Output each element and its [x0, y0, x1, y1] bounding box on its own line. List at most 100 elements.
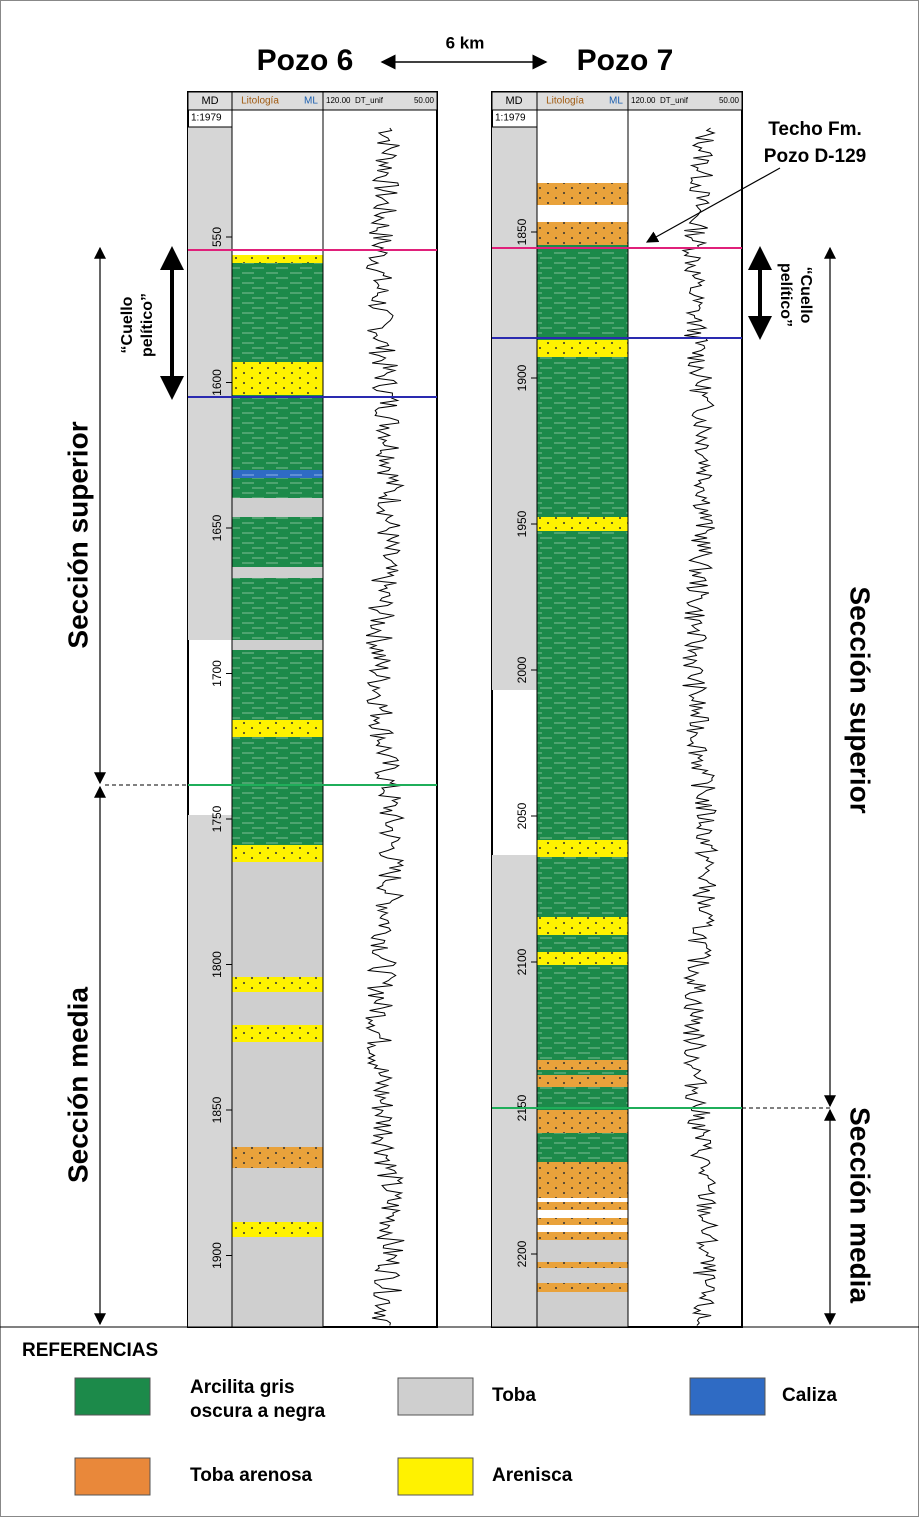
- scale: 1:1979: [495, 113, 526, 124]
- dt-curve: [365, 127, 405, 1326]
- depth-label: 1700: [210, 660, 224, 687]
- layer: [537, 857, 628, 917]
- header-dt-right: 50.00: [414, 96, 435, 105]
- legend-label: Caliza: [782, 1385, 837, 1406]
- layer: [232, 862, 323, 977]
- legend-label: Arcilita gris: [190, 1377, 295, 1398]
- header-dt-left: 120.00: [326, 96, 351, 105]
- layer: [537, 1240, 628, 1262]
- section-label: Sección superior: [845, 586, 876, 813]
- depth-label: 1950: [515, 510, 529, 537]
- depth-label: 1650: [210, 514, 224, 541]
- scale: 1:1979: [191, 113, 222, 124]
- layer: [232, 845, 323, 862]
- layer: [537, 340, 628, 357]
- layer: [232, 255, 323, 263]
- md-shade: [188, 815, 232, 1327]
- layer: [232, 1222, 323, 1237]
- header-ml: ML: [609, 96, 623, 107]
- layer: [537, 1202, 628, 1210]
- title-right: Pozo 7: [577, 44, 674, 77]
- layer: [537, 222, 628, 245]
- layer: [232, 737, 323, 845]
- header: [491, 91, 743, 111]
- layer: [232, 578, 323, 640]
- layer: [537, 1292, 628, 1327]
- legend-swatch: [397, 1457, 474, 1496]
- depth-label: 2200: [515, 1240, 529, 1267]
- cuello-right: pelítico”: [777, 263, 794, 327]
- annotations: Pozo 6 Pozo 7 6 km Techo Fm. Pozo D-129 “Cuel…: [0, 33, 919, 1496]
- md-shade: [188, 127, 232, 640]
- distance: 6 km: [446, 33, 485, 52]
- md-shade: [492, 127, 537, 690]
- header-dt-right: 50.00: [719, 96, 740, 105]
- layer: [537, 1283, 628, 1292]
- section-label: Sección media: [845, 1107, 876, 1304]
- depth-label: 1600: [210, 369, 224, 396]
- layer: [232, 720, 323, 737]
- layer: [232, 1042, 323, 1147]
- lithology: MD Litología ML 120.00 DT_unif 50.00 1:1979 550…: [187, 91, 743, 1328]
- section-label: Sección media: [62, 987, 93, 1184]
- title-left: Pozo 6: [257, 44, 354, 77]
- techo: Pozo D-129: [764, 146, 866, 167]
- cuello-right: “Cuello: [797, 267, 814, 324]
- cuello-left: pelítico”: [139, 293, 156, 357]
- layer: [537, 935, 628, 952]
- layer: [232, 478, 323, 498]
- layer: [232, 395, 323, 470]
- legend-swatch: [689, 1377, 766, 1416]
- depth-label: 1850: [210, 1096, 224, 1123]
- header: [187, 91, 438, 111]
- layer: [537, 952, 628, 965]
- dt-curve: [681, 127, 719, 1326]
- layer: [232, 517, 323, 567]
- layer: [537, 517, 628, 531]
- layer: [537, 1070, 628, 1075]
- header-md: MD: [505, 95, 522, 107]
- header-lith: Litología: [546, 96, 584, 107]
- layer: [537, 1262, 628, 1268]
- layer: [537, 1110, 628, 1133]
- layer: [232, 977, 323, 992]
- legend-label: Toba: [492, 1385, 536, 1406]
- layer: [232, 1025, 323, 1042]
- layer: [537, 245, 628, 340]
- layer: [232, 1237, 323, 1327]
- layer: [232, 470, 323, 478]
- header-dt-left: 120.00: [631, 96, 656, 105]
- layer: [537, 1075, 628, 1087]
- depth-label: 2050: [515, 802, 529, 829]
- layer: [537, 840, 628, 857]
- layer: [537, 1232, 628, 1240]
- layer: [232, 650, 323, 720]
- md-shade: [492, 855, 537, 1327]
- layer: [537, 917, 628, 935]
- legend-title: REFERENCIAS: [22, 1340, 158, 1361]
- legend-label: Toba arenosa: [190, 1465, 313, 1486]
- layer: [232, 640, 323, 650]
- depth-label: 2100: [515, 948, 529, 975]
- depth-label: 1850: [515, 218, 529, 245]
- layer: [232, 1147, 323, 1168]
- legend-swatch: [74, 1457, 151, 1496]
- depth-label: 1900: [210, 1242, 224, 1269]
- layer: [537, 965, 628, 1060]
- cuello-left: “Cuello: [119, 296, 136, 353]
- layer: [232, 263, 323, 362]
- depth-label: 550: [210, 227, 224, 247]
- depth-label: 1900: [515, 364, 529, 391]
- layer: [537, 531, 628, 840]
- header-dt-name: DT_unif: [660, 96, 689, 105]
- layer: [537, 1060, 628, 1070]
- layer: [537, 1087, 628, 1110]
- arrow: [645, 167, 781, 243]
- layer: [232, 992, 323, 1025]
- header-md: MD: [201, 95, 218, 107]
- layer: [537, 1268, 628, 1283]
- legend-swatch: [74, 1377, 151, 1416]
- layer: [232, 1168, 323, 1222]
